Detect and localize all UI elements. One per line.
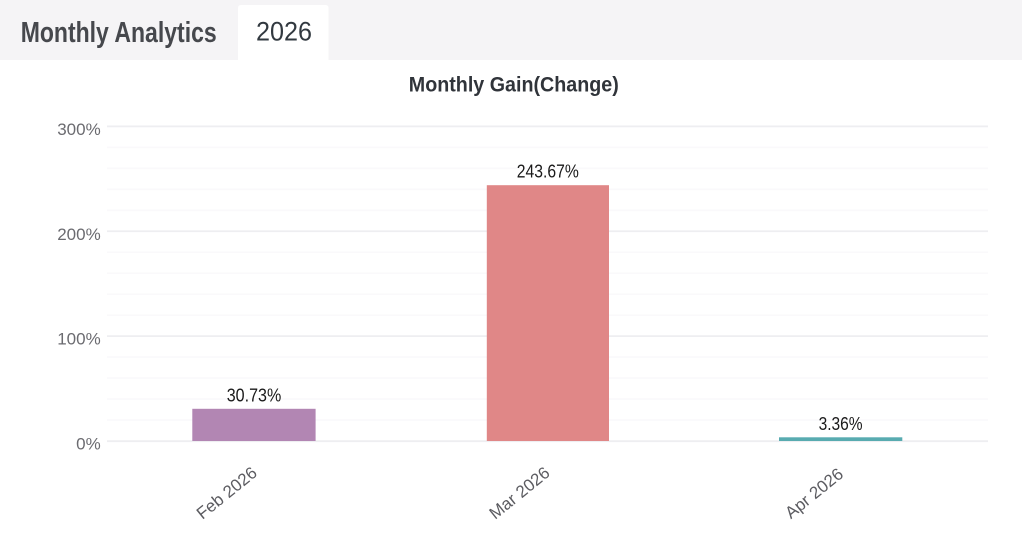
svg-text:100%: 100%: [57, 330, 100, 349]
svg-text:300%: 300%: [57, 120, 100, 139]
svg-text:Monthly Analytics: Monthly Analytics: [21, 17, 217, 49]
svg-text:Apr 2026: Apr 2026: [781, 464, 847, 522]
svg-text:200%: 200%: [57, 225, 100, 244]
svg-text:Monthly Gain(Change): Monthly Gain(Change): [409, 74, 619, 97]
svg-text:2026: 2026: [256, 16, 312, 46]
svg-text:Feb 2026: Feb 2026: [193, 463, 261, 523]
svg-text:0%: 0%: [76, 435, 101, 454]
svg-text:30.73%: 30.73%: [227, 386, 282, 406]
svg-text:3.36%: 3.36%: [819, 414, 863, 434]
svg-text:Mar 2026: Mar 2026: [486, 463, 554, 523]
svg-text:243.67%: 243.67%: [517, 161, 579, 181]
